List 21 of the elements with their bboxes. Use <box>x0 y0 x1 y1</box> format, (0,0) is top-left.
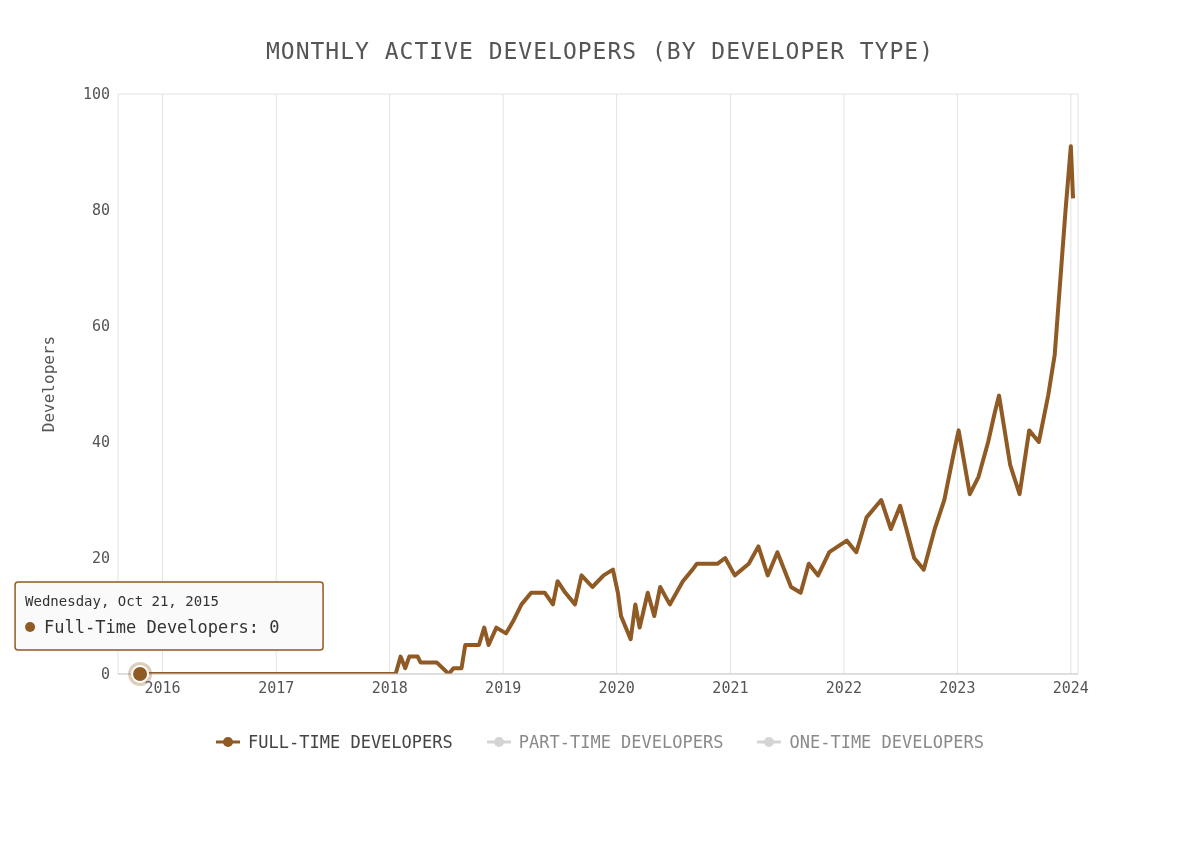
chart-title: MONTHLY ACTIVE DEVELOPERS (BY DEVELOPER TYPE) <box>264 37 936 64</box>
y-tick-label: 20 <box>91 549 110 568</box>
legend-label: FULL-TIME DEVELOPERS <box>248 732 453 752</box>
x-tick-label: 2017 <box>258 678 295 697</box>
y-tick-label: 40 <box>91 433 110 452</box>
legend-label: ONE-TIME DEVELOPERS <box>789 732 984 752</box>
y-tick-label: 0 <box>100 665 110 684</box>
x-tick-label: 2016 <box>144 678 181 697</box>
x-tick-label: 2018 <box>371 678 408 697</box>
x-tick-label: 2021 <box>712 678 749 697</box>
y-axis-title: Developers <box>38 335 58 433</box>
legend-label: PART-TIME DEVELOPERS <box>518 732 724 752</box>
y-tick-label: 100 <box>82 85 110 104</box>
x-tick-label: 2023 <box>939 678 976 697</box>
x-tick-label: 2024 <box>1052 678 1089 697</box>
y-tick-label: 60 <box>91 317 110 336</box>
x-tick-label: 2019 <box>485 678 522 697</box>
x-tick-label: 2020 <box>598 678 635 697</box>
x-tick-label: 2022 <box>825 678 862 697</box>
annotation: Wednesday, Oct 21, 2015 Full-Time Developers: 0 <box>25 593 280 637</box>
y-tick-label: 80 <box>91 201 110 220</box>
